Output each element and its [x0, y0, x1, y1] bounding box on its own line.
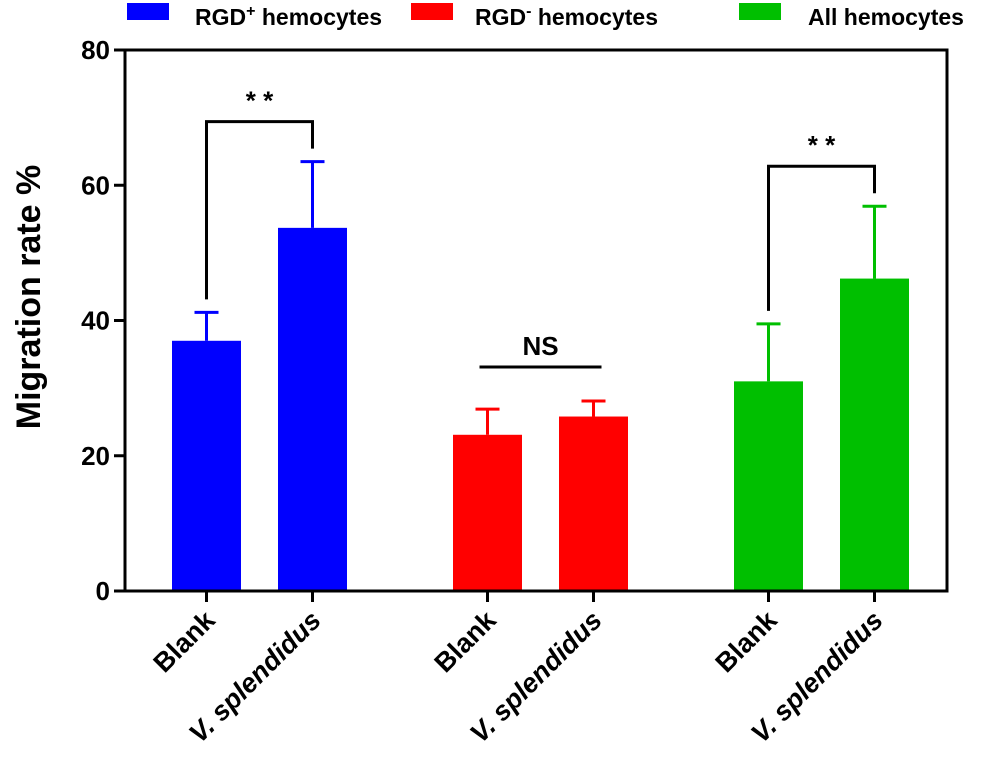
y-tick-label-4: 80 — [81, 35, 110, 65]
legend-label-0: RGD+ hemocytes — [195, 3, 382, 30]
x-tick-label-s1-c0: Blank — [429, 604, 503, 678]
bar-s2-c1 — [840, 278, 909, 591]
legend-swatch-2 — [739, 3, 781, 20]
bar-s2-c0 — [734, 381, 803, 591]
bar-s0-c1 — [278, 227, 347, 591]
legend-label-1: RGD- hemocytes — [475, 3, 658, 30]
legend-label-2: All hemocytes — [808, 4, 964, 30]
y-tick-label-0: 0 — [96, 576, 110, 606]
bar-s1-c1 — [559, 416, 628, 591]
y-tick-label-1: 20 — [81, 441, 110, 471]
y-axis-title: Migration rate % — [10, 165, 48, 429]
x-tick-label-s0-c0: Blank — [148, 604, 222, 678]
significance-label-1: NS — [522, 331, 558, 361]
significance-label-0: * * — [246, 86, 274, 116]
y-tick-label-2: 40 — [81, 306, 110, 336]
bar-s0-c0 — [172, 340, 241, 591]
legend: RGD+ hemocytes RGD- hemocytes All hemocyte… — [127, 3, 964, 30]
significance-bracket-2 — [767, 164, 876, 311]
significance-bracket-0 — [205, 120, 314, 300]
legend-swatch-1 — [411, 3, 453, 20]
x-tick-label-s2-c0: Blank — [710, 604, 784, 678]
bar-s1-c0 — [453, 434, 522, 591]
significance-label-2: * * — [808, 130, 836, 160]
legend-swatch-0 — [127, 3, 169, 20]
y-tick-label-3: 60 — [81, 170, 110, 200]
